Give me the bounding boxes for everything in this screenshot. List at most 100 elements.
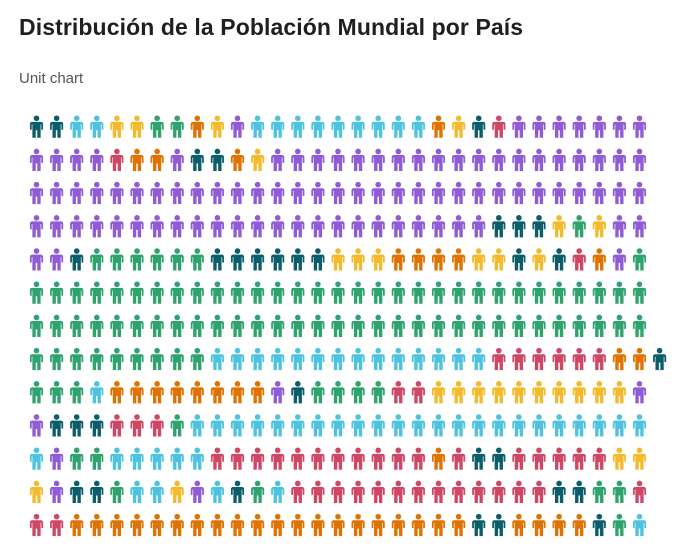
person-unit-icon bbox=[452, 381, 466, 404]
person-unit-icon bbox=[170, 381, 184, 404]
person-unit-icon bbox=[311, 414, 325, 437]
person-unit-icon bbox=[150, 215, 164, 238]
person-unit-icon bbox=[29, 347, 44, 371]
person-unit-icon bbox=[50, 447, 64, 470]
person-unit-icon bbox=[431, 215, 446, 238]
person-unit-icon bbox=[431, 314, 446, 337]
person-unit-icon bbox=[472, 148, 486, 171]
person-unit-icon bbox=[411, 215, 425, 238]
person-unit-icon bbox=[472, 115, 486, 138]
person-unit-icon bbox=[532, 513, 546, 537]
person-unit-icon bbox=[351, 314, 365, 337]
person-unit-icon bbox=[371, 447, 385, 470]
person-unit-icon bbox=[170, 281, 184, 304]
person-unit-icon bbox=[512, 513, 526, 537]
person-unit-icon bbox=[291, 414, 305, 437]
person-unit-icon bbox=[130, 480, 144, 503]
person-unit-icon bbox=[331, 148, 345, 171]
person-unit-icon bbox=[572, 148, 586, 171]
person-unit-icon bbox=[130, 281, 144, 304]
person-unit-icon bbox=[170, 347, 184, 371]
person-unit-icon bbox=[331, 414, 345, 437]
person-unit-icon bbox=[532, 480, 546, 503]
person-unit-icon bbox=[271, 215, 285, 238]
person-unit-icon bbox=[532, 447, 546, 470]
person-unit-icon bbox=[190, 115, 204, 138]
person-unit-icon bbox=[411, 115, 425, 138]
person-unit-icon bbox=[29, 181, 44, 205]
person-unit-icon bbox=[472, 414, 486, 437]
person-unit-icon bbox=[512, 314, 526, 337]
person-unit-icon bbox=[190, 181, 204, 205]
person-unit-icon bbox=[632, 414, 647, 437]
person-unit-icon bbox=[251, 480, 265, 503]
person-unit-icon bbox=[351, 248, 365, 271]
person-unit-icon bbox=[331, 115, 345, 138]
person-unit-icon bbox=[431, 148, 446, 171]
person-unit-icon bbox=[271, 281, 285, 304]
person-unit-icon bbox=[431, 381, 446, 404]
person-unit-icon bbox=[472, 281, 486, 304]
person-unit-icon bbox=[210, 215, 224, 238]
person-unit-icon bbox=[452, 314, 466, 337]
person-unit-icon bbox=[592, 347, 606, 371]
person-unit-icon bbox=[150, 181, 164, 205]
person-unit-icon bbox=[552, 181, 566, 205]
person-unit-icon bbox=[552, 414, 566, 437]
person-unit-icon bbox=[311, 215, 325, 238]
person-unit-icon bbox=[552, 480, 566, 503]
person-unit-icon bbox=[532, 381, 546, 404]
person-unit-icon bbox=[351, 480, 365, 503]
person-unit-icon bbox=[230, 447, 245, 470]
person-unit-icon bbox=[572, 181, 586, 205]
person-unit-icon bbox=[130, 347, 144, 371]
person-unit-icon bbox=[472, 381, 486, 404]
person-unit-icon bbox=[632, 115, 647, 138]
person-unit-icon bbox=[472, 181, 486, 205]
person-unit-icon bbox=[592, 281, 606, 304]
person-unit-icon bbox=[90, 447, 104, 470]
person-unit-icon bbox=[50, 148, 64, 171]
person-unit-icon bbox=[110, 181, 124, 205]
person-unit-icon bbox=[110, 215, 124, 238]
person-unit-icon bbox=[532, 181, 546, 205]
person-unit-icon bbox=[210, 480, 224, 503]
person-unit-icon bbox=[512, 248, 526, 271]
person-unit-icon bbox=[150, 381, 164, 404]
person-unit-icon bbox=[572, 314, 586, 337]
person-unit-icon bbox=[612, 115, 626, 138]
person-unit-icon bbox=[130, 248, 144, 271]
person-unit-icon bbox=[472, 447, 486, 470]
person-unit-icon bbox=[492, 148, 506, 171]
person-unit-icon bbox=[271, 181, 285, 205]
person-unit-icon bbox=[170, 248, 184, 271]
person-unit-icon bbox=[391, 148, 405, 171]
person-unit-icon bbox=[251, 215, 265, 238]
person-unit-icon bbox=[271, 447, 285, 470]
person-unit-icon bbox=[50, 215, 64, 238]
person-unit-icon bbox=[592, 148, 606, 171]
person-unit-icon bbox=[512, 447, 526, 470]
person-unit-icon bbox=[411, 314, 425, 337]
person-unit-icon bbox=[391, 414, 405, 437]
person-unit-icon bbox=[512, 181, 526, 205]
person-unit-icon bbox=[431, 414, 446, 437]
person-unit-icon bbox=[50, 513, 64, 537]
person-unit-icon bbox=[29, 215, 44, 238]
person-unit-icon bbox=[351, 281, 365, 304]
person-unit-icon bbox=[592, 447, 606, 470]
person-unit-icon bbox=[50, 181, 64, 205]
person-unit-icon bbox=[632, 347, 647, 371]
person-unit-icon bbox=[572, 480, 586, 503]
person-unit-icon bbox=[70, 314, 84, 337]
person-unit-icon bbox=[291, 447, 305, 470]
person-unit-icon bbox=[70, 281, 84, 304]
person-unit-icon bbox=[371, 314, 385, 337]
person-unit-icon bbox=[472, 314, 486, 337]
person-unit-icon bbox=[190, 381, 204, 404]
person-unit-icon bbox=[311, 148, 325, 171]
person-unit-icon bbox=[552, 215, 566, 238]
person-unit-icon bbox=[190, 148, 204, 171]
person-unit-icon bbox=[230, 115, 245, 138]
person-unit-icon bbox=[230, 513, 245, 537]
